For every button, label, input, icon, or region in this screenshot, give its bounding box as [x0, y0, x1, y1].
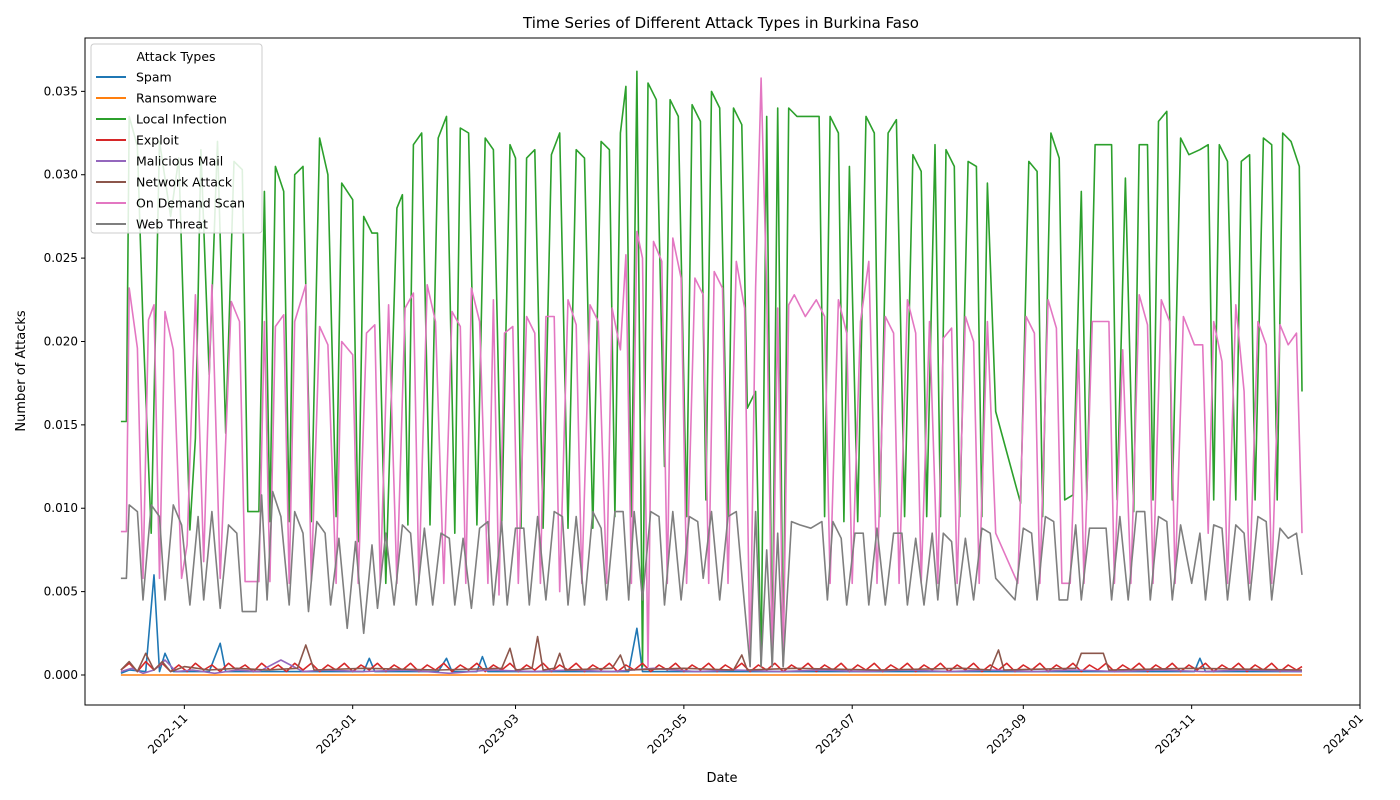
x-tick-label: 2022-11 [145, 711, 190, 756]
legend-entry: Malicious Mail [136, 154, 223, 169]
legend-title: Attack Types [136, 49, 215, 64]
series-line-network-attack [120, 635, 1303, 673]
y-tick-label: 0.020 [44, 334, 78, 348]
plot-area [120, 70, 1303, 676]
x-tick-label: 2023-07 [813, 711, 858, 756]
series-line-local-infection [120, 70, 1303, 668]
series-line-on-demand-scan [120, 77, 1303, 668]
legend-entry: On Demand Scan [136, 196, 245, 211]
legend-entry: Web Threat [136, 217, 208, 232]
x-axis: 2022-11 2023-01 2023-03 2023-05 2023-07 2023-… [145, 705, 1366, 757]
y-tick-label: 0.000 [44, 668, 78, 682]
y-axis-label: Number of Attacks [14, 310, 29, 432]
legend-entry: Spam [136, 70, 172, 85]
y-tick-label: 0.030 [44, 168, 78, 182]
y-tick-label: 0.025 [44, 251, 78, 265]
y-axis: 0.000 0.005 0.010 0.015 0.020 0.025 0.030 0.035 [44, 84, 85, 682]
y-tick-label: 0.015 [44, 418, 78, 432]
series-line-malicious-mail [120, 659, 1303, 675]
y-tick-label: 0.005 [44, 585, 78, 599]
x-tick-label: 2023-09 [984, 711, 1029, 756]
x-axis-label: Date [706, 771, 737, 786]
legend: Attack Types Spam Ransomware Local Infecti… [90, 43, 263, 234]
plot-frame [84, 37, 1361, 706]
legend-box [90, 43, 263, 234]
x-tick-label: 2023-03 [476, 711, 521, 756]
legend-entry: Network Attack [136, 175, 233, 190]
x-tick-label: 2024-01 [1321, 711, 1366, 756]
y-tick-label: 0.010 [44, 501, 78, 515]
legend-entry: Ransomware [136, 91, 217, 106]
series-line-spam [120, 574, 1302, 675]
series-line-web-threat [120, 490, 1303, 668]
y-tick-label: 0.035 [44, 84, 78, 98]
x-tick-label: 2023-05 [645, 711, 690, 756]
x-tick-label: 2023-01 [313, 711, 358, 756]
legend-entry: Local Infection [136, 112, 227, 127]
x-tick-label: 2023-11 [1152, 711, 1197, 756]
legend-entry: Exploit [136, 133, 179, 148]
chart-title: Time Series of Different Attack Types in… [522, 14, 919, 32]
